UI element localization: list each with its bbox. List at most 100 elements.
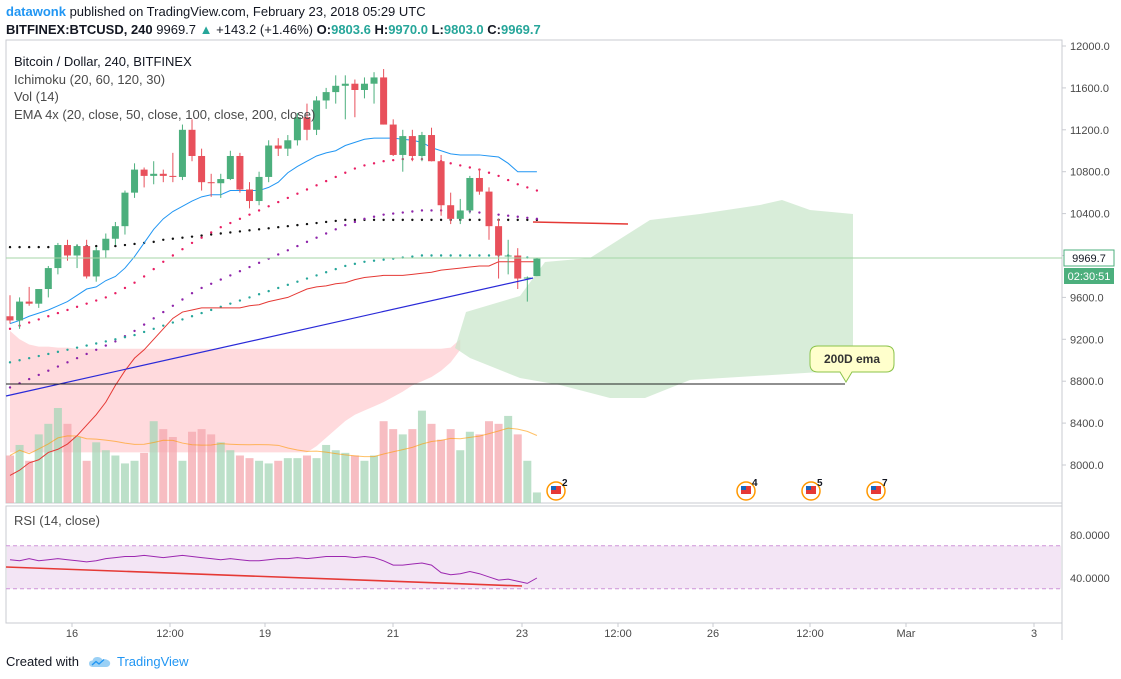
ema-200-dot [401,218,404,222]
rsi-legend[interactable]: RSI (14, close) [14,513,100,528]
price-tick-label: 10400.0 [1070,209,1110,221]
candle-body [140,169,148,176]
ema-200-dot [229,231,232,234]
ema-100-dot [277,253,280,256]
volume-bar [92,442,101,503]
ema-100-dot [75,356,79,360]
candles[interactable] [6,69,541,329]
ema-20-dot [37,354,40,358]
ema-50-dot [56,311,60,315]
event-marker[interactable]: 4 [736,478,758,501]
ema-200-dot [334,219,337,223]
ema-20-dot [411,255,414,258]
author-name[interactable]: datawonk [6,4,66,19]
volume-bar [475,434,484,503]
candle-body [217,179,225,184]
volume-bar [417,410,426,503]
ema-200-dot [133,242,136,246]
candle-body [63,245,71,256]
ema-50-dot [286,196,290,200]
candle-body [437,161,445,206]
flag-canton [806,486,811,490]
ema-20-dot [104,340,108,343]
price-tick-label: 8400.0 [1070,418,1104,430]
ema-200-dot [478,218,481,222]
candle-body [92,250,100,277]
ema-20-dot [344,264,347,268]
ema-20-dot [18,359,21,362]
volume-ma-line [9,427,538,458]
event-marker[interactable]: 5 [801,478,823,501]
symbol-label: BITFINEX:BTCUSD, 240 [6,22,153,37]
ema-100-dot [142,323,146,326]
legend-title[interactable]: Bitcoin / Dollar, 240, BITFINEX [14,54,192,69]
candle-body [485,191,493,227]
legend-ema[interactable]: EMA 4x (20, close, 50, close, 100, close… [14,106,316,122]
ema-20-dot [56,350,60,354]
ema-20-dot [123,336,127,339]
ema-100-dot [200,286,203,290]
ema-100-dot [104,344,108,347]
candle-body [121,192,129,227]
ema-50-dot [267,205,270,208]
tradingview-brand[interactable]: TradingView [116,654,189,669]
volume-bar [532,492,541,503]
volume-bar [398,434,407,503]
rsi-pane [5,545,1062,590]
ema-20-dot [363,260,366,263]
legend-ichimoku[interactable]: Ichimoku (20, 60, 120, 30) [14,71,166,87]
volume-bar [178,460,187,503]
volume-bar [82,460,91,503]
legend-vol[interactable]: Vol (14) [14,89,59,104]
candle-body [265,145,273,177]
ema-200-dot [324,220,328,224]
time-tick-label: 16 [66,628,78,640]
volume-bar [53,408,62,503]
ema-50-dot [526,186,529,189]
ema-20-dot [133,333,136,337]
candle-body [399,136,407,155]
ema-20-dot [372,259,376,262]
ema-100-dot [37,373,40,377]
ema-200-dot [248,229,251,232]
ema-20-dot [66,348,69,351]
ema-20-dot [171,321,175,324]
kijun-line [9,261,537,476]
ema-200-dot [123,243,127,247]
ema-100-dot [526,216,529,219]
publish-text: published on TradingView.com, February 2… [65,4,426,19]
ema-50-dot [363,164,366,167]
ema-50-dot [209,231,213,234]
volume-bar [63,423,72,503]
volume-bar [302,455,311,503]
ema-100-dot [66,361,69,364]
ema-50-dot [133,281,136,284]
countdown-tag: 02:30:51 [1068,271,1111,283]
candle-body [341,83,349,86]
candle-body [495,226,503,256]
event-marker[interactable]: 7 [866,478,888,501]
ema-200-dot [257,228,261,231]
price-tick-label: 12000.0 [1070,41,1110,53]
ema-20-dot [459,254,462,257]
event-marker[interactable]: 2 [546,478,568,501]
ema-20-dot [8,361,12,364]
ema-callout[interactable]: 200D ema [809,345,895,383]
event-markers[interactable]: 2 4 5 7 [546,478,888,501]
event-count: 2 [562,478,568,489]
rsi-tick-label: 40.0000 [1070,573,1110,585]
time-tick-label: Mar [897,628,916,640]
volume-bar [312,458,321,503]
ema-20-dot [487,254,491,257]
ema-200-dot [353,218,357,222]
candle-body [284,140,292,149]
volume-bar [235,455,244,503]
ema-20-dot [305,277,309,280]
ema-20-dot [142,330,146,334]
last-value: 9969.7 [156,22,197,37]
candle-body [504,255,512,257]
ema-50-dot [296,192,299,195]
ema-50-dot [535,189,539,192]
ema-200-dot [526,218,529,222]
ema-20-dot [334,267,337,271]
